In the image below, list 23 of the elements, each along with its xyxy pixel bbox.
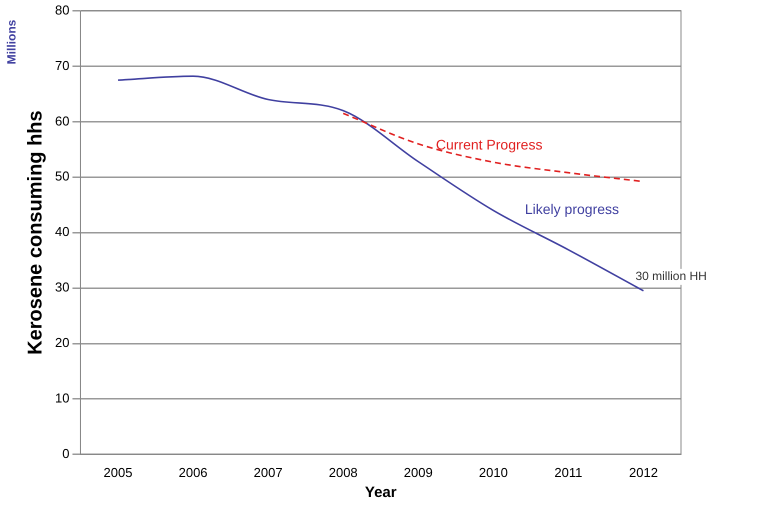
annotation: 30 million HH <box>635 269 707 284</box>
y-tick-label: 50 <box>54 168 70 184</box>
y-tick-label: 20 <box>54 335 70 350</box>
series-label: Current Progress <box>436 136 542 152</box>
text: Millions <box>4 19 18 64</box>
x-tick-label: 2011 <box>554 464 582 480</box>
x-axis-title: Year <box>364 484 397 502</box>
series-label: Likely progress <box>524 200 620 217</box>
x-tick-label: 2009 <box>404 464 433 480</box>
x-tick-label: 2008 <box>328 464 358 480</box>
y-axis-title: Kerosene consuming hhs <box>24 110 47 355</box>
x-tick-label: 2005 <box>104 464 132 480</box>
x-tick-label: 2010 <box>478 464 508 480</box>
x-tick-label: 2012 <box>629 464 658 480</box>
x-tick-label: 2007 <box>254 464 283 480</box>
y-tick-label: 70 <box>54 58 70 73</box>
y-tick-label: 80 <box>54 2 70 18</box>
y-tick-label: 0 <box>62 446 70 461</box>
y-tick-label: 10 <box>54 390 70 406</box>
y-tick-label: 60 <box>54 113 70 128</box>
y-tick-label: 30 <box>54 280 70 295</box>
x-tick-label: 2006 <box>178 464 208 480</box>
y-tick-label: 40 <box>54 224 70 240</box>
